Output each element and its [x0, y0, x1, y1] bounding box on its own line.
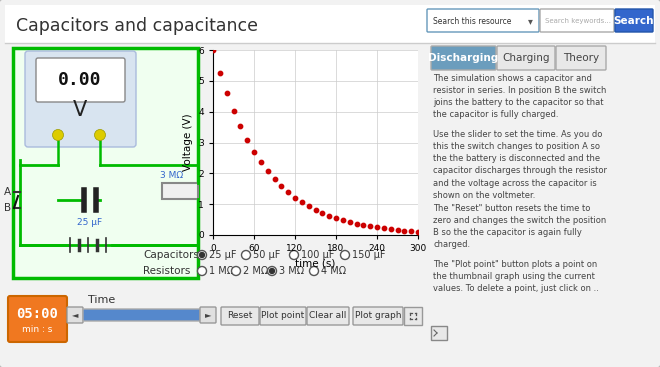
Bar: [430, 70, 652, 358]
Point: [255, 159, 266, 165]
Circle shape: [94, 130, 106, 141]
Circle shape: [242, 251, 251, 259]
Point: [385, 226, 396, 232]
Point: [392, 227, 403, 233]
FancyBboxPatch shape: [307, 307, 349, 325]
Point: [317, 210, 327, 216]
Point: [276, 183, 286, 189]
Text: ◄: ◄: [72, 310, 79, 320]
Point: [249, 149, 259, 155]
Y-axis label: Voltage (V): Voltage (V): [183, 114, 193, 171]
Point: [296, 199, 307, 205]
Point: [208, 47, 218, 53]
Text: 50 μF: 50 μF: [253, 250, 280, 260]
Point: [351, 221, 362, 227]
FancyBboxPatch shape: [221, 307, 259, 325]
Point: [310, 207, 321, 213]
FancyBboxPatch shape: [25, 51, 136, 147]
Circle shape: [310, 266, 319, 276]
FancyBboxPatch shape: [540, 9, 614, 32]
Circle shape: [290, 251, 298, 259]
Point: [337, 217, 348, 223]
FancyBboxPatch shape: [556, 46, 606, 70]
Point: [283, 189, 294, 195]
Text: 3 MΩ: 3 MΩ: [279, 266, 304, 276]
Circle shape: [197, 266, 207, 276]
Point: [269, 176, 280, 182]
Text: 05:00: 05:00: [16, 307, 58, 321]
Text: V: V: [73, 100, 87, 120]
Text: B: B: [4, 203, 11, 213]
Circle shape: [232, 266, 240, 276]
Text: 0.00: 0.00: [58, 71, 102, 89]
Text: Theory: Theory: [563, 53, 599, 63]
Text: The "Plot point" button plots a point on
the thumbnail graph using the current
v: The "Plot point" button plots a point on…: [433, 260, 599, 293]
Text: Plot graph: Plot graph: [355, 312, 401, 320]
FancyBboxPatch shape: [615, 9, 653, 32]
Text: 4 MΩ: 4 MΩ: [321, 266, 346, 276]
Circle shape: [267, 266, 277, 276]
FancyBboxPatch shape: [67, 307, 83, 323]
Text: The simulation shows a capacitor and
resistor in series. In position B the switc: The simulation shows a capacitor and res…: [433, 74, 607, 119]
Circle shape: [197, 251, 207, 259]
Text: 3 MΩ: 3 MΩ: [160, 171, 183, 179]
Point: [412, 229, 423, 235]
Point: [331, 215, 341, 221]
FancyBboxPatch shape: [200, 307, 216, 323]
Point: [214, 70, 225, 76]
Text: Use the slider to set the time. As you do
this the switch changes to position A : Use the slider to set the time. As you d…: [433, 130, 607, 200]
Text: Discharging: Discharging: [428, 53, 498, 63]
Circle shape: [199, 252, 205, 258]
FancyBboxPatch shape: [497, 46, 555, 70]
Text: 100 μF: 100 μF: [301, 250, 335, 260]
Circle shape: [269, 269, 275, 273]
Point: [406, 228, 416, 234]
Text: 150 μF: 150 μF: [352, 250, 385, 260]
Text: Charging: Charging: [502, 53, 550, 63]
FancyBboxPatch shape: [353, 307, 403, 325]
Text: Search keywords...: Search keywords...: [545, 18, 611, 24]
Text: A: A: [4, 187, 11, 197]
Text: min : s: min : s: [22, 326, 52, 334]
FancyBboxPatch shape: [431, 326, 447, 340]
Text: Capacitors and capacitance: Capacitors and capacitance: [16, 17, 258, 35]
Circle shape: [53, 130, 63, 141]
Text: 1 MΩ: 1 MΩ: [209, 266, 234, 276]
Text: Resistors: Resistors: [143, 266, 190, 276]
Text: The "Reset" button resets the time to
zero and changes the switch the position
B: The "Reset" button resets the time to ze…: [433, 204, 607, 250]
Point: [379, 225, 389, 231]
FancyBboxPatch shape: [260, 307, 306, 325]
FancyBboxPatch shape: [83, 309, 200, 321]
FancyBboxPatch shape: [431, 46, 496, 70]
Point: [304, 203, 314, 209]
Bar: [5, 5, 655, 43]
Text: Search: Search: [614, 16, 654, 26]
FancyBboxPatch shape: [13, 48, 198, 278]
Point: [399, 228, 410, 233]
Point: [365, 224, 376, 229]
FancyBboxPatch shape: [404, 307, 422, 325]
Text: Plot point: Plot point: [261, 312, 305, 320]
FancyBboxPatch shape: [162, 183, 198, 199]
FancyBboxPatch shape: [36, 58, 125, 102]
Text: ►: ►: [205, 310, 211, 320]
Circle shape: [341, 251, 350, 259]
Point: [358, 222, 369, 228]
Point: [235, 124, 246, 130]
Text: Time: Time: [88, 295, 115, 305]
Point: [228, 108, 239, 114]
Point: [372, 225, 382, 230]
Point: [263, 168, 273, 174]
Point: [345, 219, 355, 225]
Point: [290, 195, 300, 201]
Text: 2 MΩ: 2 MΩ: [243, 266, 268, 276]
FancyBboxPatch shape: [8, 296, 67, 342]
Point: [242, 137, 252, 143]
FancyBboxPatch shape: [427, 9, 539, 32]
Text: 25 μF: 25 μF: [209, 250, 236, 260]
Point: [221, 90, 232, 96]
Text: Search this resource: Search this resource: [433, 17, 512, 25]
Text: Capacitors: Capacitors: [143, 250, 199, 260]
Text: Reset: Reset: [227, 312, 253, 320]
